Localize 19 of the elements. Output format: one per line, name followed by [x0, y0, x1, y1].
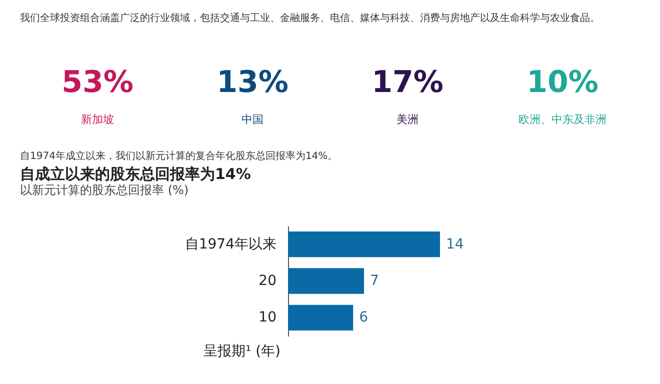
text: 我们全球投资组合涵盖广泛的行业领域，包括交通与工业、金融服务、电信、媒体与科技、消费与房地产以及生命科学与农业食品。	[20, 12, 600, 24]
data-label: 10%	[526, 65, 598, 100]
data-label: 17%	[372, 65, 444, 100]
y-tick-label: 20	[258, 273, 276, 289]
text: 以新元计算的股东总回报率 (%)	[20, 183, 189, 197]
data-label: 14	[446, 236, 464, 252]
y-axis-title: 呈报期¹ (年)	[204, 344, 280, 360]
text: 自成立以来的股东总回报率为14%	[20, 165, 251, 183]
data-label: 53%	[62, 65, 134, 100]
data-label: 13%	[216, 65, 288, 100]
y-tick-label: 10	[258, 310, 276, 326]
data-label: 7	[370, 273, 379, 289]
category-label: 新加坡	[81, 113, 114, 126]
category-label: 欧洲、中东及非洲	[518, 113, 606, 126]
data-label: 6	[359, 310, 368, 326]
y-tick-label: 自1974年以来	[184, 236, 276, 252]
category-label: 美洲	[396, 113, 418, 126]
text: 自1974年成立以来，我们以新元计算的复合年化股东总回报率为14%。	[20, 150, 338, 162]
category-label: 中国	[242, 113, 264, 126]
